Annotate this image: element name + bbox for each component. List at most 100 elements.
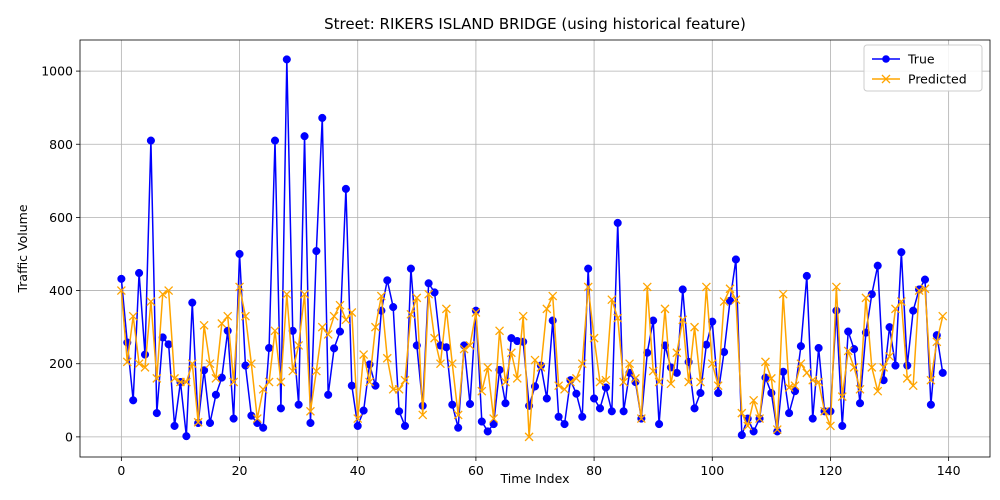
predicted-point (666, 379, 676, 389)
predicted-point (542, 304, 552, 314)
predicted-point (938, 311, 948, 321)
predicted-point (695, 377, 705, 387)
predicted-point (353, 414, 363, 424)
x-tick-label: 20 (232, 463, 248, 478)
predicted-point (837, 392, 847, 402)
x-tick-label: 120 (819, 463, 843, 478)
predicted-point (506, 348, 516, 358)
predicted-point (896, 297, 906, 306)
predicted-point (820, 406, 830, 416)
predicted-point (672, 348, 682, 358)
true-point (318, 113, 327, 122)
true-point (188, 298, 197, 307)
true-point (702, 340, 711, 349)
true-point (300, 132, 309, 141)
predicted-point (211, 373, 221, 383)
predicted-point (424, 289, 434, 299)
predicted-point (430, 333, 440, 343)
true-point (164, 340, 173, 349)
true-point (696, 388, 705, 398)
true-point (383, 276, 392, 285)
y-tick-label: 800 (49, 137, 73, 152)
y-tick-label: 600 (49, 210, 73, 225)
predicted-point (524, 432, 534, 442)
predicted-point (725, 284, 735, 294)
true-point (259, 423, 268, 432)
predicted-point (282, 289, 292, 299)
predicted-point (642, 282, 652, 292)
true-point (347, 381, 356, 390)
y-tick-label: 0 (65, 429, 73, 444)
predicted-point (565, 377, 575, 387)
predicted-point (885, 351, 895, 361)
true-point (430, 288, 439, 297)
true-point (140, 350, 150, 359)
legend: True Predicted (863, 44, 983, 92)
predicted-point (766, 373, 776, 383)
true-point (483, 427, 492, 436)
predicted-point (530, 355, 540, 365)
predicted-point (341, 315, 351, 325)
true-point (920, 275, 930, 284)
predicted-point (323, 330, 333, 339)
true-point (873, 261, 882, 270)
x-axis-title: Time Index (500, 471, 570, 486)
true-point (211, 390, 220, 399)
true-point (152, 409, 161, 418)
true-point (548, 316, 557, 325)
true-point (832, 306, 841, 315)
predicted-point (536, 362, 546, 372)
predicted-point (879, 362, 889, 372)
true-point (814, 343, 823, 353)
predicted-point (229, 377, 239, 387)
true-point (737, 431, 746, 440)
true-point (371, 381, 380, 390)
legend-true-marker (882, 55, 890, 63)
true-point (655, 420, 664, 429)
axes: 0 20 40 60 80 100 120 140 0 200 400 600 800 1000 (41, 64, 960, 478)
true-point (489, 420, 498, 429)
true-point (731, 255, 740, 264)
predicted-point (217, 319, 227, 328)
true-point (619, 407, 628, 416)
predicted-point (932, 337, 942, 347)
predicted-point (630, 373, 640, 383)
predicted-point (571, 373, 581, 383)
true-point (785, 409, 794, 418)
predicted-point (134, 359, 144, 369)
predicted-point (311, 366, 321, 376)
predicted-point (577, 359, 587, 369)
true-point (938, 368, 947, 377)
predicted-point (512, 373, 522, 383)
true-point (678, 285, 687, 294)
predicted-point (867, 362, 877, 372)
true-point (454, 423, 463, 432)
predicted-point (441, 304, 451, 314)
predicted-point (365, 377, 375, 387)
predicted-point (347, 308, 357, 317)
legend-true-label: True (907, 52, 935, 67)
predicted-point (619, 377, 629, 387)
true-point (926, 400, 935, 409)
true-point (353, 421, 362, 430)
true-point (182, 432, 191, 441)
true-point (613, 218, 622, 227)
true-point (643, 348, 652, 357)
predicted-point (719, 297, 729, 306)
true-point (265, 343, 274, 353)
true-point (465, 399, 475, 409)
true-point (205, 418, 215, 428)
true-point (424, 279, 433, 288)
x-tick-label: 80 (586, 463, 602, 478)
legend-predicted-label: Predicted (908, 72, 967, 87)
true-point (578, 412, 587, 421)
true-point (796, 342, 805, 351)
predicted-point (152, 373, 162, 383)
predicted-point (223, 311, 233, 321)
predicted-point (122, 357, 132, 367)
true-point (146, 136, 155, 145)
predicted-point (731, 295, 741, 305)
predicted-point (601, 375, 611, 385)
